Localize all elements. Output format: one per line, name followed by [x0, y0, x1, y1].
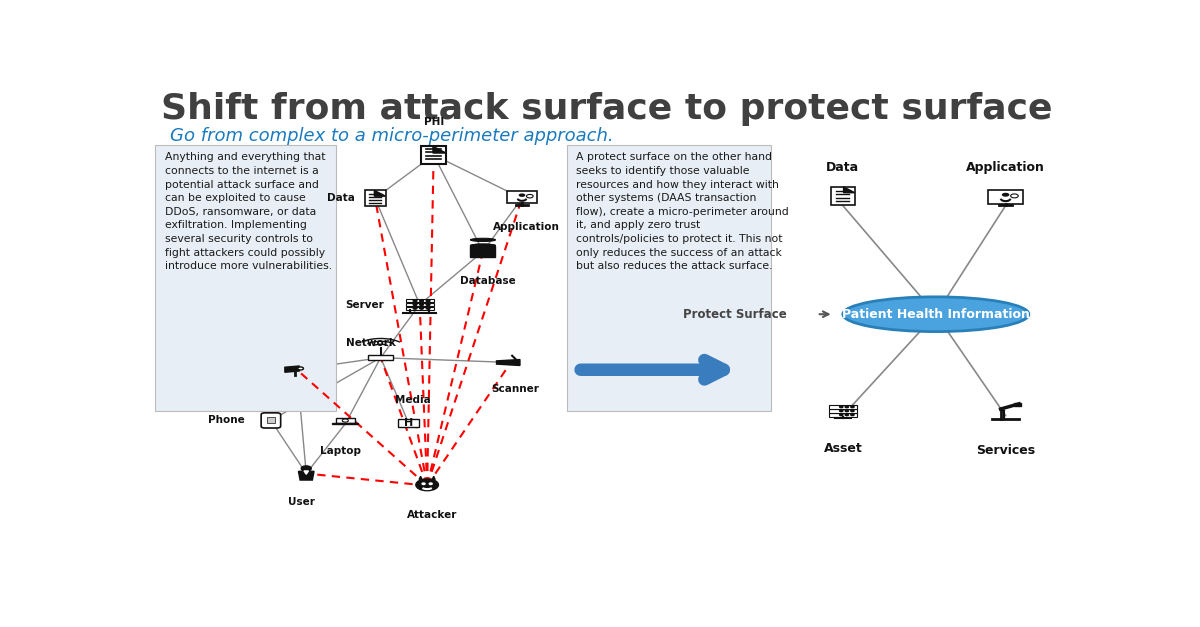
Text: Shift from attack surface to protect surface: Shift from attack surface to protect sur…	[161, 92, 1052, 126]
Polygon shape	[299, 471, 314, 480]
FancyBboxPatch shape	[829, 409, 857, 413]
Polygon shape	[497, 359, 520, 366]
Text: Services: Services	[976, 444, 1036, 456]
Text: Anything and everything that
connects to the internet is a
potential attack surf: Anything and everything that connects to…	[164, 152, 332, 271]
Circle shape	[420, 303, 424, 305]
Circle shape	[426, 307, 430, 309]
Text: H: H	[404, 418, 413, 428]
Circle shape	[851, 410, 854, 412]
FancyBboxPatch shape	[406, 299, 433, 302]
FancyBboxPatch shape	[566, 145, 772, 411]
FancyBboxPatch shape	[155, 145, 336, 411]
FancyBboxPatch shape	[368, 355, 394, 360]
Text: Asset: Asset	[823, 442, 863, 455]
Text: Data: Data	[326, 193, 355, 203]
Circle shape	[420, 300, 424, 302]
Circle shape	[840, 410, 842, 412]
Polygon shape	[284, 366, 299, 372]
Polygon shape	[419, 477, 422, 480]
Circle shape	[426, 300, 430, 302]
FancyBboxPatch shape	[421, 146, 446, 164]
Text: Patient Health Information: Patient Health Information	[842, 308, 1030, 321]
Circle shape	[851, 406, 854, 408]
Circle shape	[413, 303, 416, 305]
Text: Laptop: Laptop	[320, 446, 361, 456]
Circle shape	[422, 483, 425, 485]
Circle shape	[413, 307, 416, 309]
Circle shape	[527, 194, 533, 198]
Polygon shape	[844, 187, 854, 192]
Ellipse shape	[470, 244, 496, 247]
Circle shape	[845, 410, 848, 412]
FancyBboxPatch shape	[365, 191, 385, 206]
Circle shape	[420, 307, 424, 309]
Circle shape	[426, 303, 430, 305]
Text: Go from complex to a micro-perimeter approach.: Go from complex to a micro-perimeter app…	[170, 127, 614, 145]
Ellipse shape	[470, 250, 496, 253]
Circle shape	[413, 300, 416, 302]
Circle shape	[845, 406, 848, 408]
Circle shape	[1010, 194, 1019, 198]
Text: User: User	[288, 497, 316, 507]
Polygon shape	[304, 471, 308, 474]
Bar	[470, 246, 496, 257]
FancyBboxPatch shape	[830, 187, 854, 205]
FancyBboxPatch shape	[989, 190, 1022, 204]
Bar	[266, 417, 275, 423]
Circle shape	[840, 414, 842, 416]
Ellipse shape	[842, 297, 1028, 332]
Text: A protect surface on the other hand
seeks to identify those valuable
resources a: A protect surface on the other hand seek…	[576, 152, 788, 271]
FancyBboxPatch shape	[262, 413, 281, 428]
Ellipse shape	[470, 244, 496, 247]
FancyBboxPatch shape	[336, 418, 355, 423]
Text: Application: Application	[493, 221, 560, 231]
Polygon shape	[432, 477, 436, 480]
Text: Network: Network	[347, 339, 396, 349]
Text: Database: Database	[460, 276, 516, 285]
Circle shape	[301, 466, 311, 471]
Circle shape	[430, 483, 432, 485]
Polygon shape	[433, 146, 446, 153]
Text: Scanner: Scanner	[492, 384, 540, 394]
FancyBboxPatch shape	[406, 303, 433, 306]
FancyBboxPatch shape	[829, 405, 857, 409]
Text: Protect Surface: Protect Surface	[683, 308, 787, 321]
Circle shape	[1002, 192, 1009, 197]
Text: Phone: Phone	[208, 416, 245, 426]
FancyBboxPatch shape	[506, 191, 538, 203]
Text: PHI: PHI	[424, 117, 444, 127]
Circle shape	[840, 406, 842, 408]
FancyBboxPatch shape	[332, 423, 359, 424]
Polygon shape	[374, 191, 385, 196]
Text: Attacker: Attacker	[407, 510, 457, 520]
Text: Server: Server	[346, 300, 384, 310]
Text: Data: Data	[827, 161, 859, 174]
Ellipse shape	[470, 238, 496, 241]
Polygon shape	[1014, 403, 1021, 406]
Circle shape	[845, 414, 848, 416]
FancyBboxPatch shape	[829, 413, 857, 416]
FancyBboxPatch shape	[397, 419, 420, 427]
Circle shape	[518, 193, 526, 197]
Circle shape	[298, 367, 304, 370]
FancyBboxPatch shape	[406, 307, 433, 310]
Text: Media: Media	[395, 394, 431, 404]
Circle shape	[416, 479, 438, 491]
Circle shape	[851, 414, 854, 416]
Text: Application: Application	[966, 161, 1045, 174]
